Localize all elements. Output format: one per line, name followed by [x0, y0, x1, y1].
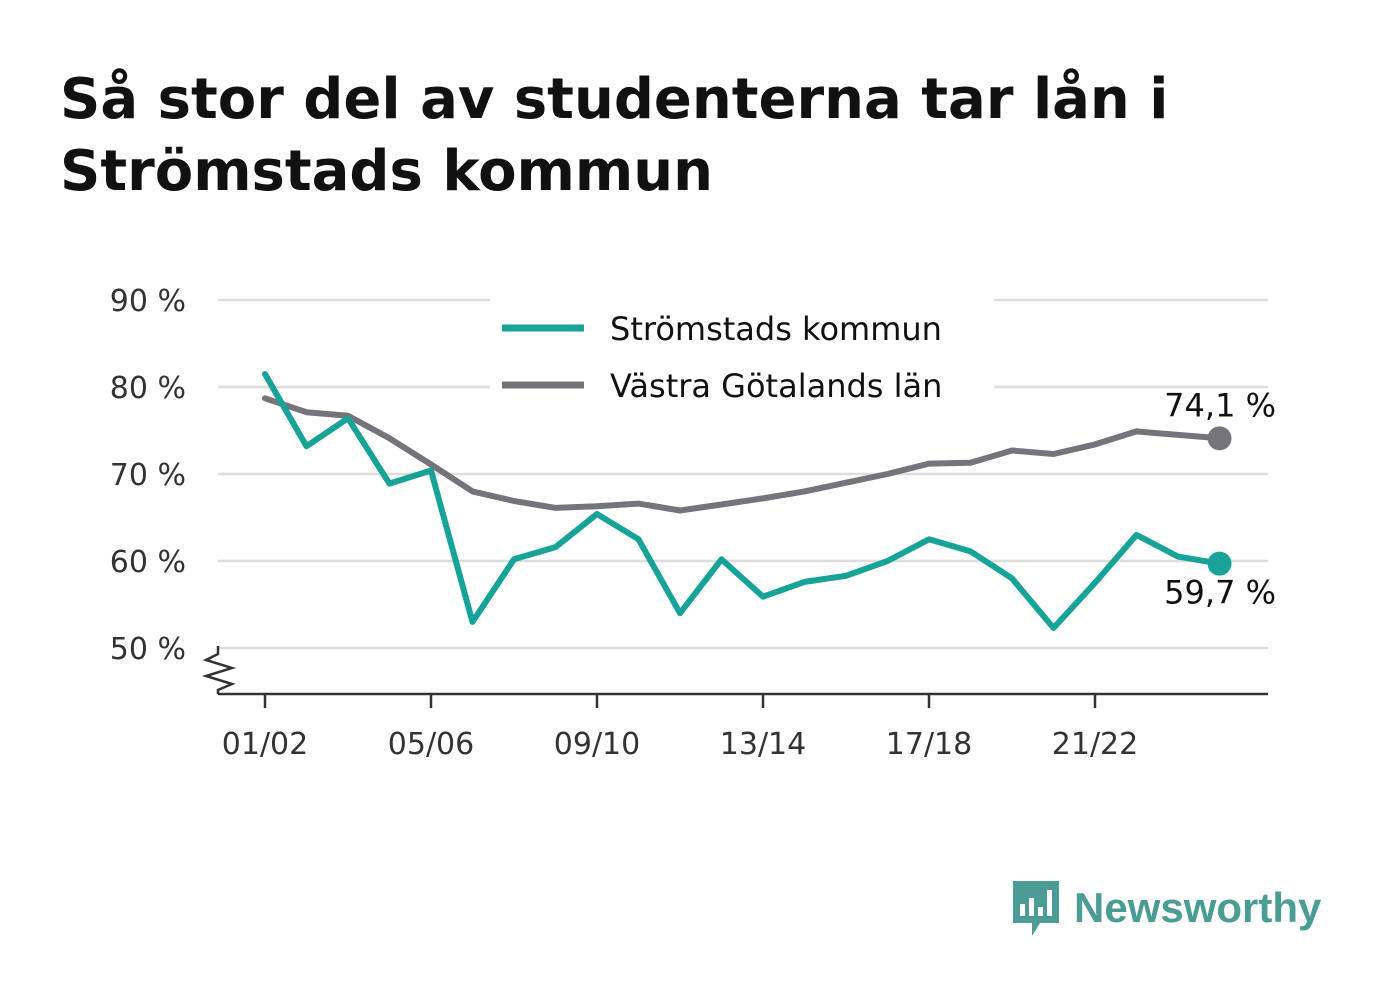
end-labels: 74,1 % 59,7 % [1164, 386, 1276, 611]
x-tick-label: 13/14 [720, 727, 806, 762]
end-label-series-1: 74,1 % [1164, 386, 1276, 424]
x-tick-label: 17/18 [886, 727, 972, 762]
y-tick-label: 90 % [110, 284, 186, 319]
bar-chart-speech-bubble-icon [1013, 881, 1059, 936]
legend-label-1: Västra Götalands län [610, 367, 942, 405]
newsworthy-logo: Newsworthy [1010, 876, 1321, 940]
legend-background [490, 292, 994, 412]
y-tick-label: 80 % [110, 371, 186, 406]
series-line-1 [262, 395, 1223, 514]
axes: 50 % 60 % 70 % 80 % 90 % 01/02 05/06 09/10 13/14… [110, 284, 1268, 762]
logo-text: Newsworthy [1074, 884, 1322, 931]
x-tick-label: 05/06 [388, 727, 474, 762]
gridlines [218, 298, 1268, 650]
y-tick-label: 50 % [110, 632, 186, 667]
x-tick-label: 01/02 [222, 727, 308, 762]
series-end-point-1 [1207, 426, 1232, 451]
legend: Strömstads kommun Västra Götalands län [490, 292, 994, 412]
y-tick-label: 70 % [110, 458, 186, 493]
legend-label-0: Strömstads kommun [610, 310, 942, 348]
series-line-0 [262, 371, 1223, 631]
line-chart: 50 % 60 % 70 % 80 % 90 % 01/02 05/06 09/10 13/14… [110, 284, 1276, 762]
series-lines [262, 371, 1232, 631]
x-tick-label: 09/10 [554, 727, 640, 762]
x-tick-label: 21/22 [1052, 727, 1138, 762]
y-tick-label: 60 % [110, 545, 186, 580]
series-end-point-0 [1207, 551, 1232, 576]
end-label-series-0: 59,7 % [1164, 574, 1276, 612]
chart-title: Så stor del av studenterna tar lån i Str… [60, 67, 1169, 204]
y-axis-break-icon [201, 646, 237, 694]
